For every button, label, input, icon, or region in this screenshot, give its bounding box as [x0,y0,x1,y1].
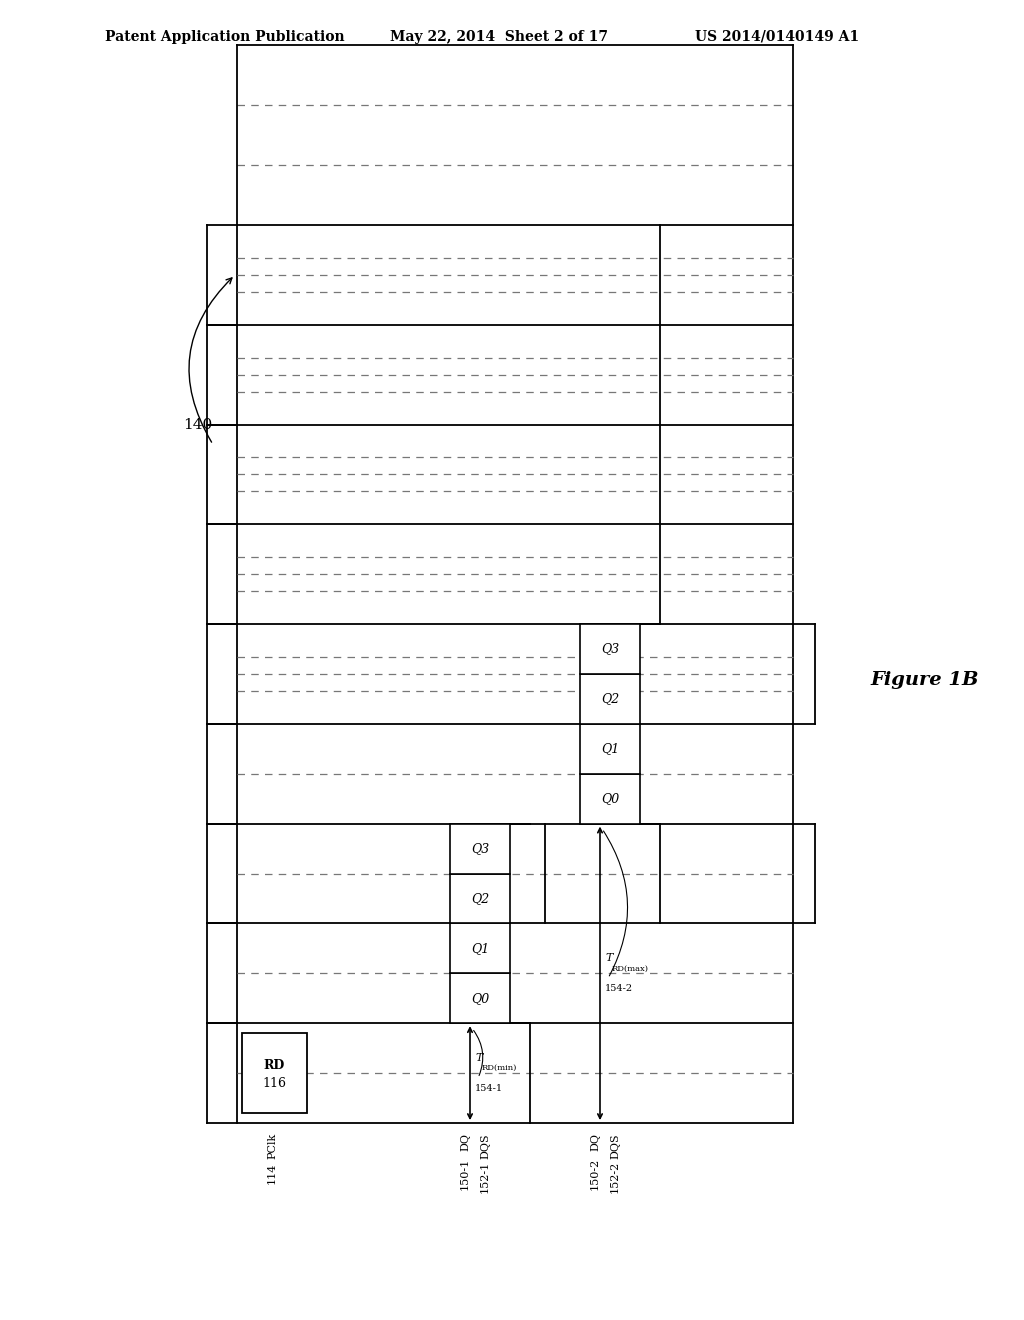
Text: Q0: Q0 [471,991,489,1005]
Text: DQS: DQS [610,1133,620,1159]
Text: RD(max): RD(max) [612,965,649,973]
Bar [580,624,640,675]
Bar [580,774,640,824]
Text: 150-1: 150-1 [460,1158,470,1191]
Text: US 2014/0140149 A1: US 2014/0140149 A1 [695,30,859,44]
Text: 150-2: 150-2 [590,1158,600,1191]
Text: DQ: DQ [460,1133,470,1151]
Text: T: T [475,1053,482,1063]
Text: 140: 140 [183,417,213,432]
Text: DQS: DQS [480,1133,490,1159]
Text: T: T [605,953,612,964]
Bar [450,924,510,973]
Text: Patent Application Publication: Patent Application Publication [105,30,345,44]
Text: 154-1: 154-1 [475,1084,503,1093]
Text: 116: 116 [262,1077,287,1089]
Bar [450,824,510,874]
Bar [242,1034,307,1113]
Text: May 22, 2014  Sheet 2 of 17: May 22, 2014 Sheet 2 of 17 [390,30,608,44]
Text: 152-1: 152-1 [480,1162,490,1193]
Bar [580,675,640,723]
Text: 154-2: 154-2 [605,983,633,993]
Bar [450,874,510,924]
Text: Q2: Q2 [471,892,489,906]
Text: PClk: PClk [267,1133,278,1159]
Bar [580,723,640,774]
Text: Q3: Q3 [601,643,620,656]
Bar [450,973,510,1023]
Text: 114: 114 [267,1163,278,1184]
Text: 152-2: 152-2 [610,1162,620,1193]
Text: RD: RD [264,1059,285,1072]
Text: Q0: Q0 [601,792,620,805]
Text: Q3: Q3 [471,842,489,855]
Text: Q1: Q1 [601,742,620,755]
Text: DQ: DQ [590,1133,600,1151]
Text: Q2: Q2 [601,693,620,705]
Text: Figure 1B: Figure 1B [870,671,979,689]
Text: RD(min): RD(min) [482,1064,517,1072]
Text: Q1: Q1 [471,942,489,954]
